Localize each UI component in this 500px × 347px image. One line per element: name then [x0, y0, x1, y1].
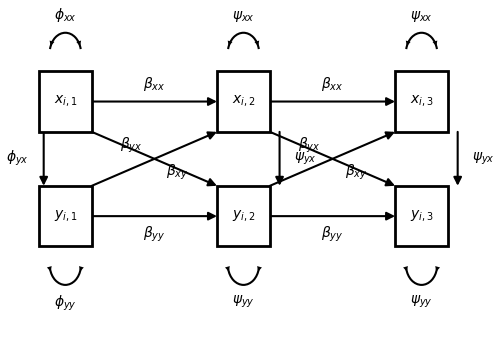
- Text: $\psi_{yy}$: $\psi_{yy}$: [410, 293, 433, 310]
- Text: $\beta_{xx}$: $\beta_{xx}$: [322, 75, 344, 93]
- Text: $\phi_{yy}$: $\phi_{yy}$: [54, 293, 76, 313]
- Text: $\beta_{xy}$: $\beta_{xy}$: [166, 162, 189, 181]
- Text: $\psi_{yy}$: $\psi_{yy}$: [232, 293, 255, 310]
- Text: $\beta_{yx}$: $\beta_{yx}$: [298, 136, 320, 155]
- Text: $x_{i,1}$: $x_{i,1}$: [54, 94, 77, 109]
- Text: $\psi_{yx}$: $\psi_{yx}$: [294, 151, 317, 167]
- FancyBboxPatch shape: [217, 71, 270, 132]
- Text: $y_{i,3}$: $y_{i,3}$: [410, 209, 434, 223]
- Text: $\phi_{yx}$: $\phi_{yx}$: [6, 149, 28, 169]
- Text: $\beta_{xy}$: $\beta_{xy}$: [344, 162, 367, 181]
- FancyBboxPatch shape: [39, 186, 92, 246]
- Text: $x_{i,3}$: $x_{i,3}$: [410, 94, 434, 109]
- FancyBboxPatch shape: [395, 71, 448, 132]
- Text: $\beta_{xx}$: $\beta_{xx}$: [143, 75, 166, 93]
- FancyBboxPatch shape: [217, 186, 270, 246]
- Text: $\beta_{yy}$: $\beta_{yy}$: [322, 225, 344, 244]
- Text: $x_{i,2}$: $x_{i,2}$: [232, 94, 255, 109]
- Text: $\psi_{xx}$: $\psi_{xx}$: [232, 9, 255, 24]
- Text: $y_{i,2}$: $y_{i,2}$: [232, 209, 255, 223]
- Text: $\psi_{xx}$: $\psi_{xx}$: [410, 9, 433, 24]
- Text: $y_{i,1}$: $y_{i,1}$: [54, 209, 77, 223]
- Text: $\psi_{yx}$: $\psi_{yx}$: [472, 151, 495, 167]
- Text: $\beta_{yx}$: $\beta_{yx}$: [120, 136, 142, 155]
- FancyBboxPatch shape: [395, 186, 448, 246]
- Text: $\beta_{yy}$: $\beta_{yy}$: [143, 225, 166, 244]
- Text: $\phi_{xx}$: $\phi_{xx}$: [54, 6, 76, 24]
- FancyBboxPatch shape: [39, 71, 92, 132]
